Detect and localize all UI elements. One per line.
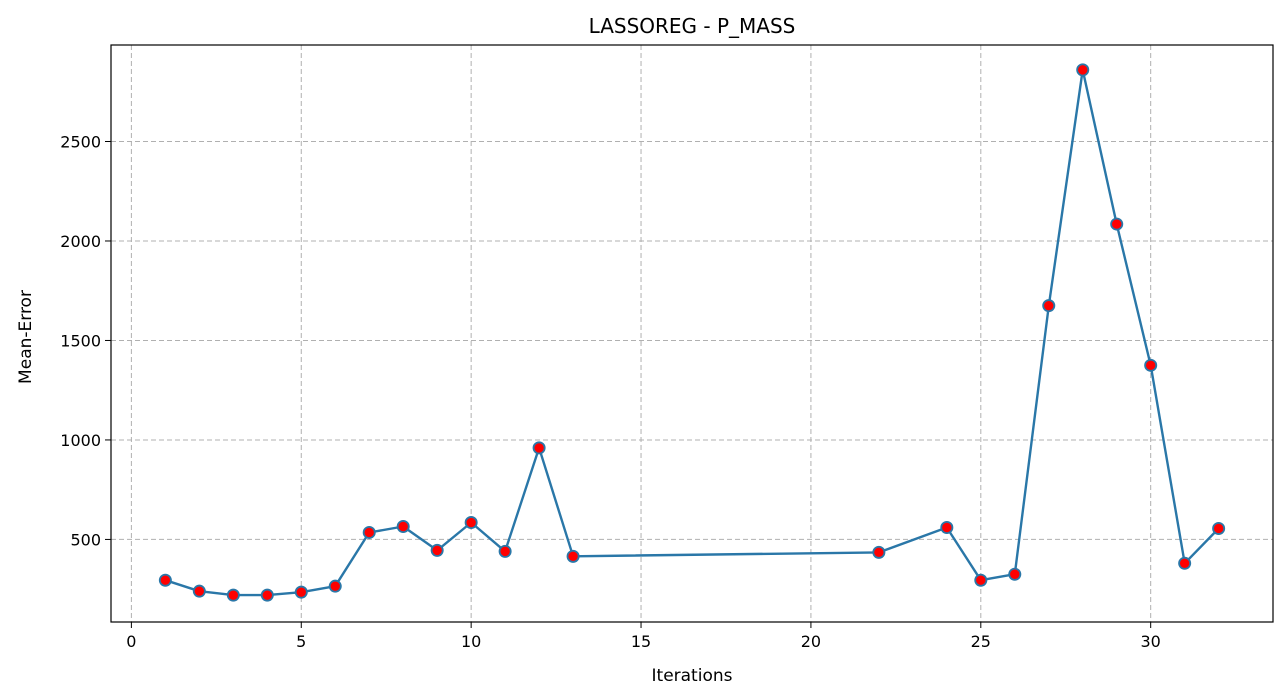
- x-tick-label: 30: [1141, 632, 1161, 651]
- x-tick-label: 10: [461, 632, 481, 651]
- data-point: [1212, 521, 1226, 535]
- y-axis: 500 1000 1500 2000 2500: [60, 132, 111, 549]
- y-tick-label: 2500: [60, 132, 101, 151]
- data-point: [872, 545, 886, 559]
- data-point: [260, 588, 274, 602]
- series-line: [165, 68, 1220, 597]
- data-point: [192, 584, 206, 598]
- x-tick-label: 0: [126, 632, 136, 651]
- series: [158, 63, 1226, 602]
- data-point: [1144, 358, 1158, 372]
- x-tick-label: 5: [296, 632, 306, 651]
- y-tick-label: 500: [70, 530, 101, 549]
- data-point: [294, 585, 308, 599]
- x-tick-label: 15: [631, 632, 651, 651]
- data-point: [328, 579, 342, 593]
- y-tick-label: 1000: [60, 431, 101, 450]
- x-axis: 0 5 10 15 20 25 30: [126, 622, 1161, 651]
- data-point: [158, 573, 172, 587]
- data-point: [1076, 63, 1090, 77]
- data-point: [1008, 567, 1022, 581]
- data-point: [566, 549, 580, 563]
- data-point: [498, 544, 512, 558]
- x-tick-label: 20: [801, 632, 821, 651]
- chart-title: LASSOREG - P_MASS: [589, 14, 796, 38]
- data-point: [362, 525, 376, 539]
- y-axis-label: Mean-Error: [16, 290, 36, 384]
- data-point: [396, 519, 410, 533]
- plot-area-frame: [110, 44, 1274, 623]
- y-tick-label: 2000: [60, 232, 101, 251]
- x-tick-label: 25: [971, 632, 991, 651]
- x-axis-label: Iterations: [652, 666, 733, 686]
- data-point: [974, 573, 988, 587]
- data-point: [940, 520, 954, 534]
- data-point: [1110, 217, 1124, 231]
- y-tick-label: 1500: [60, 331, 101, 350]
- data-point: [226, 588, 240, 602]
- data-point: [1042, 299, 1056, 313]
- data-point: [1178, 556, 1192, 570]
- data-point: [464, 516, 478, 530]
- grid: [111, 45, 1273, 622]
- data-point: [532, 441, 546, 455]
- data-point: [430, 543, 444, 557]
